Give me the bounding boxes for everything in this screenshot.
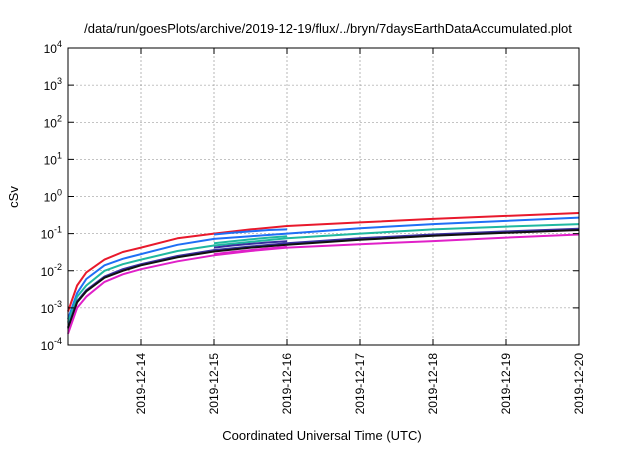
series-line [67,212,580,312]
series-line [213,228,288,236]
series-line [67,227,580,328]
y-tick-label: 101 [44,150,62,167]
series-line [67,223,580,323]
grid-layer [68,48,579,345]
series-line [213,235,288,245]
x-tick-label: 2019-12-16 [280,353,294,415]
x-tick-label: 2019-12-14 [134,353,148,415]
y-tick-label: 10-3 [41,299,62,316]
x-tick-label: 2019-12-18 [426,353,440,415]
series-line [213,245,288,256]
axis-layer: 10-4 10-3 10-2 10-1 100 101 102 103 104 2019-12-1… [41,39,586,414]
chart-title: /data/run/goesPlots/archive/2019-12-19/f… [84,21,572,36]
y-tick-label: 10-1 [41,225,62,242]
x-tick-label: 2019-12-20 [572,353,586,415]
y-tick-label: 100 [44,188,62,205]
y-tick-label: 10-2 [41,262,62,279]
y-tick-label: 104 [44,39,62,56]
x-tick-label: 2019-12-19 [499,353,513,415]
x-tick-label: 2019-12-17 [353,353,367,415]
series-line [67,216,580,320]
series-line [213,240,288,249]
y-tick-label: 102 [44,113,62,130]
y-tick-label: 10-4 [41,336,62,353]
x-axis-label: Coordinated Universal Time (UTC) [222,428,421,443]
y-axis-label: cSv [6,186,21,208]
series-line [67,229,580,329]
x-tick-label: 2019-12-15 [207,353,221,415]
series-line [67,233,580,335]
series-layer [67,212,580,335]
y-tick-label: 103 [44,76,62,93]
